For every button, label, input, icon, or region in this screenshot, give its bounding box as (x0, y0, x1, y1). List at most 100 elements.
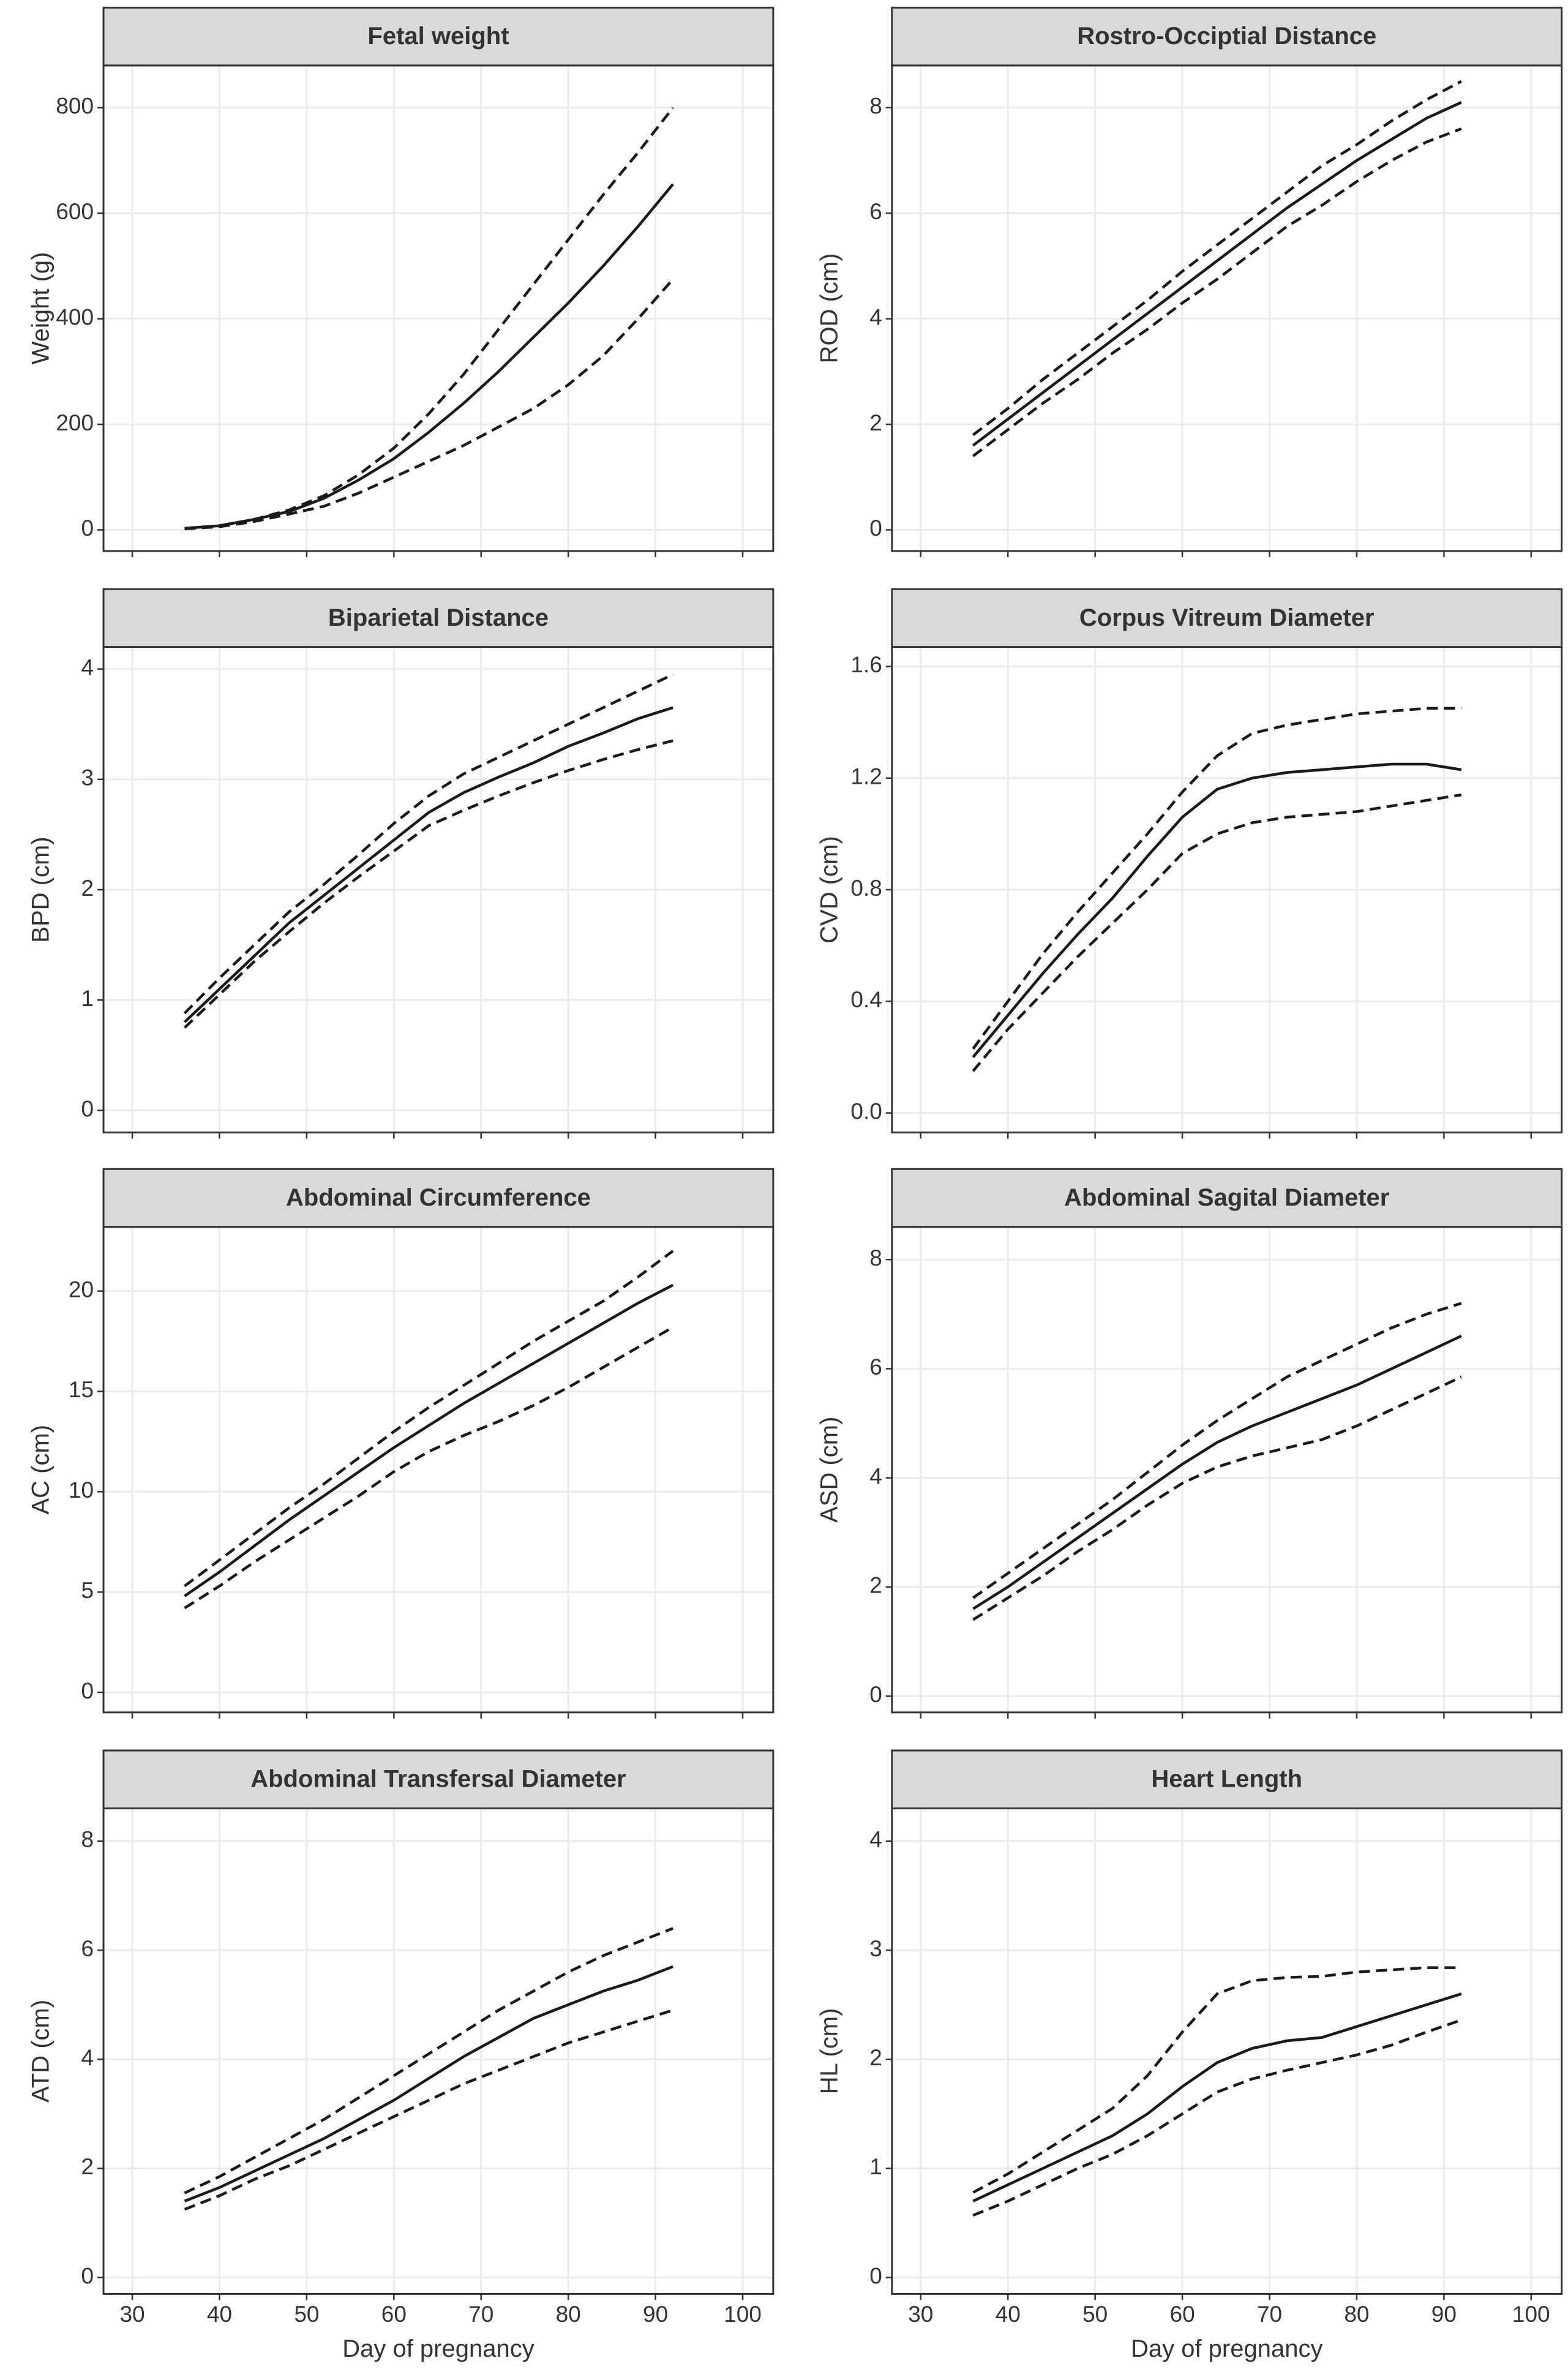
y-tick-label: 0 (81, 1096, 94, 1121)
panel: 0 1 2 3 4 30 40 50 60 70 80 90 100 Heart Length HL (cm… (816, 1749, 1563, 2362)
y-tick-label: 2 (81, 876, 94, 901)
y-tick-label: 400 (56, 304, 94, 329)
panel-title: Biparietal Distance (328, 604, 549, 631)
series-line (972, 127, 1462, 457)
panel-title: Abdominal Sagital Diameter (1064, 1184, 1389, 1211)
series-line (184, 107, 674, 530)
y-tick-label: 1 (81, 986, 94, 1011)
panel: 0.0 0.4 0.8 1.2 1.6 Corpus Vitreum Diameter CV… (816, 588, 1563, 1139)
panel-background (891, 1808, 1562, 2294)
y-tick-label: 800 (56, 94, 94, 119)
x-tick-label: 70 (1257, 2302, 1282, 2327)
y-tick-label: 0.4 (850, 987, 882, 1012)
x-tick-label: 60 (381, 2302, 407, 2327)
series-line (184, 1283, 674, 1597)
series-line (972, 101, 1462, 447)
y-tick-label: 0.0 (850, 1098, 882, 1124)
panel-title: Fetal weight (367, 23, 509, 50)
x-tick-label: 40 (207, 2302, 232, 2327)
y-tick-label: 6 (81, 1936, 94, 1961)
panel-background (103, 1808, 773, 2294)
series-line (972, 1992, 1462, 2202)
y-tick-label: 8 (81, 1827, 94, 1852)
x-tick-label: 30 (908, 2302, 933, 2327)
panel: 0 2 4 6 8 30 40 50 60 70 80 90 100 Abdominal Transfer… (28, 1749, 775, 2362)
panel-background (891, 1226, 1562, 1713)
series-line (184, 1965, 673, 2202)
y-tick-label: 1 (869, 2154, 882, 2179)
y-tick-label: 4 (869, 1827, 882, 1852)
strip (891, 1749, 1563, 1809)
series-line (184, 2008, 673, 2211)
y-tick-label: 15 (69, 1377, 94, 1402)
series-line (184, 183, 674, 530)
strip (102, 6, 775, 67)
y-tick-label: 20 (69, 1277, 94, 1302)
y-tick-label: 8 (869, 94, 882, 119)
y-tick-label: 2 (869, 1573, 882, 1598)
x-tick-label: 70 (468, 2302, 493, 2327)
y-tick-label: 0 (81, 1678, 94, 1703)
y-tick-label: 4 (869, 1463, 882, 1488)
y-tick-label: 0 (869, 1682, 882, 1707)
y-tick-label: 0 (81, 2263, 94, 2288)
y-tick-label: 8 (869, 1245, 882, 1271)
x-tick-label: 90 (643, 2302, 668, 2327)
y-tick-label: 6 (869, 199, 882, 224)
panel-title: Heart Length (1151, 1766, 1302, 1793)
y-axis-label: ATD (cm) (28, 2000, 54, 2103)
y-axis-label: HL (cm) (816, 2008, 842, 2095)
y-tick-label: 3 (869, 1936, 882, 1961)
panel-background (103, 1226, 773, 1713)
x-tick-label: 90 (1431, 2302, 1457, 2327)
x-tick-label: 80 (1344, 2302, 1369, 2327)
series-line (183, 706, 673, 1023)
y-axis-label: AC (cm) (28, 1425, 54, 1515)
y-axis-label: ASD (cm) (816, 1417, 842, 1523)
y-tick-label: 600 (56, 199, 94, 224)
y-axis-label: Weight (g) (28, 252, 54, 365)
y-tick-label: 0 (81, 516, 94, 541)
y-axis-label: BPD (cm) (28, 836, 54, 942)
series-line (972, 1966, 1461, 2194)
y-tick-label: 5 (81, 1578, 94, 1603)
y-tick-label: 0.8 (850, 876, 882, 901)
y-tick-label: 0 (869, 516, 882, 541)
x-tick-label: 50 (1082, 2302, 1108, 2327)
y-axis-label: ROD (cm) (816, 253, 842, 363)
x-tick-label: 50 (294, 2302, 319, 2327)
series-line (972, 707, 1461, 1050)
x-tick-label: 30 (119, 2302, 144, 2327)
series-line (183, 673, 674, 1015)
y-tick-label: 0 (869, 2263, 882, 2288)
y-tick-label: 4 (81, 655, 94, 680)
x-tick-label: 40 (996, 2302, 1021, 2327)
y-tick-label: 2 (869, 410, 882, 435)
y-axis-label: CVD (cm) (816, 836, 842, 944)
y-tick-label: 1.6 (850, 652, 882, 677)
strip (102, 1749, 775, 1809)
panel-title: Abdominal Transfersal Diameter (250, 1766, 626, 1793)
x-axis-label: Day of pregnancy (342, 2335, 535, 2362)
series-line (972, 1302, 1462, 1599)
panel-background (891, 65, 1562, 551)
series-line (184, 1927, 673, 2194)
y-tick-label: 6 (869, 1354, 882, 1380)
series-line (972, 1334, 1462, 1610)
panel: 0 2 4 6 8 Abdominal Sagital Diameter ASD (cm) (816, 1168, 1563, 1719)
panel: 0 5 10 15 20 Abdominal Circumference AC (cm) (28, 1168, 775, 1719)
x-tick-label: 60 (1170, 2302, 1195, 2327)
panel: 0 200 400 600 800 Fetal weight Weight (g) (28, 6, 775, 557)
panel: 0 1 2 3 4 Biparietal Distance BPD (cm) (28, 588, 775, 1139)
x-tick-label: 100 (1512, 2302, 1550, 2327)
y-tick-label: 2 (81, 2154, 94, 2179)
series-line (972, 762, 1462, 1058)
x-tick-label: 80 (556, 2302, 581, 2327)
x-axis-label: Day of pregnancy (1131, 2335, 1323, 2362)
y-tick-label: 3 (81, 765, 94, 790)
y-tick-label: 4 (81, 2045, 94, 2070)
y-tick-label: 1.2 (850, 764, 882, 789)
strip (102, 1168, 775, 1228)
series-line (972, 2018, 1462, 2217)
